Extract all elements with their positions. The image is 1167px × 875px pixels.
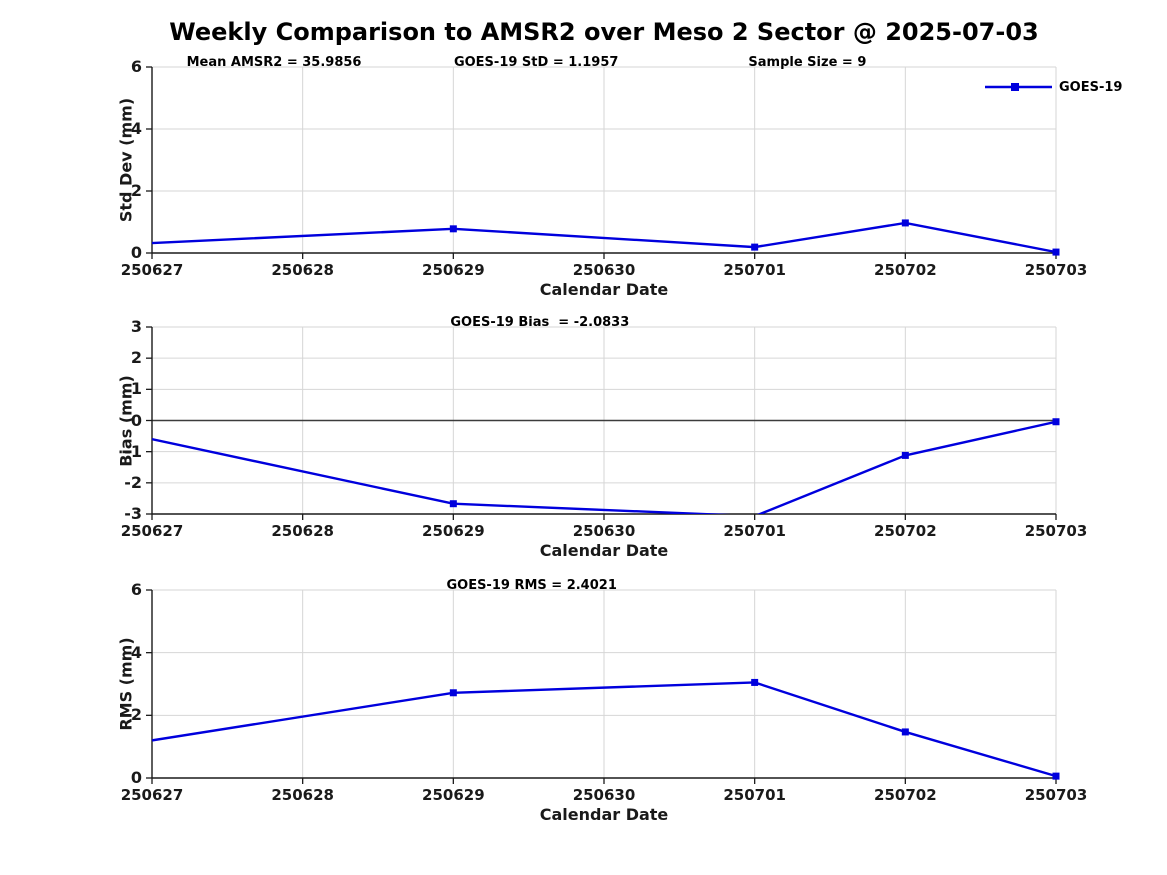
axis-xlabel: Calendar Date — [539, 805, 669, 824]
x-tick-label: 250702 — [874, 786, 937, 804]
x-tick-label: 250628 — [271, 522, 334, 540]
y-tick-label: 6 — [130, 580, 142, 599]
y-tick-label: 2 — [130, 705, 142, 725]
legend-line-icon — [985, 83, 1052, 91]
x-tick-label: 250629 — [422, 261, 485, 279]
y-tick-label: 4 — [130, 642, 142, 662]
y-tick-label: -2 — [124, 472, 142, 492]
y-tick-label: 0 — [130, 243, 142, 262]
plot-annotation: GOES-19 Bias = -2.0833 — [450, 315, 630, 330]
x-tick-label: 250702 — [874, 522, 937, 540]
x-tick-label: 250703 — [1024, 786, 1088, 804]
x-tick-label: 250628 — [271, 261, 334, 279]
x-tick-label: 250630 — [572, 522, 636, 540]
axis-ylabel: Bias (mm) — [116, 374, 136, 467]
plot-annotation: GOES-19 RMS = 2.4021 — [446, 578, 617, 593]
legend-label: GOES-19 — [1059, 79, 1123, 95]
axis-xlabel: Calendar Date — [539, 541, 669, 560]
x-tick-label: 250627 — [120, 786, 184, 804]
x-tick-label: 250627 — [120, 522, 184, 540]
x-tick-label: 250702 — [874, 261, 937, 279]
figure-title: Weekly Comparison to AMSR2 over Meso 2 S… — [169, 18, 1039, 46]
y-tick-label: -1 — [124, 441, 142, 461]
x-tick-label: 250701 — [723, 786, 786, 804]
plot-annotation: Sample Size = 9 — [748, 55, 867, 70]
y-tick-label: 3 — [130, 317, 142, 336]
y-tick-label: 1 — [130, 379, 142, 399]
axis-xlabel: Calendar Date — [539, 280, 669, 299]
y-tick-label: -3 — [124, 504, 142, 523]
axis-ylabel: RMS (mm) — [116, 637, 136, 731]
x-tick-label: 250701 — [723, 261, 786, 279]
y-tick-label: 0 — [130, 768, 142, 787]
plot-annotation: Mean AMSR2 = 35.9856 — [186, 55, 362, 70]
x-tick-label: 250629 — [422, 522, 485, 540]
y-tick-label: 2 — [130, 181, 142, 200]
x-tick-label: 250701 — [723, 522, 786, 540]
x-tick-label: 250703 — [1024, 522, 1088, 540]
y-tick-label: 2 — [130, 348, 142, 368]
x-tick-label: 250630 — [572, 786, 636, 804]
axis-ylabel: Std Dev (mm) — [116, 97, 136, 223]
legend: GOES-19 — [985, 79, 1122, 95]
x-tick-label: 250628 — [271, 786, 334, 804]
x-tick-label: 250630 — [572, 261, 636, 279]
plot-annotation: GOES-19 StD = 1.1957 — [453, 55, 619, 70]
y-tick-label: 6 — [130, 57, 142, 76]
x-tick-label: 250629 — [422, 786, 485, 804]
y-tick-label: 0 — [130, 410, 142, 430]
x-tick-label: 250703 — [1024, 261, 1088, 279]
y-tick-label: 4 — [130, 119, 142, 138]
x-tick-label: 250627 — [120, 261, 184, 279]
